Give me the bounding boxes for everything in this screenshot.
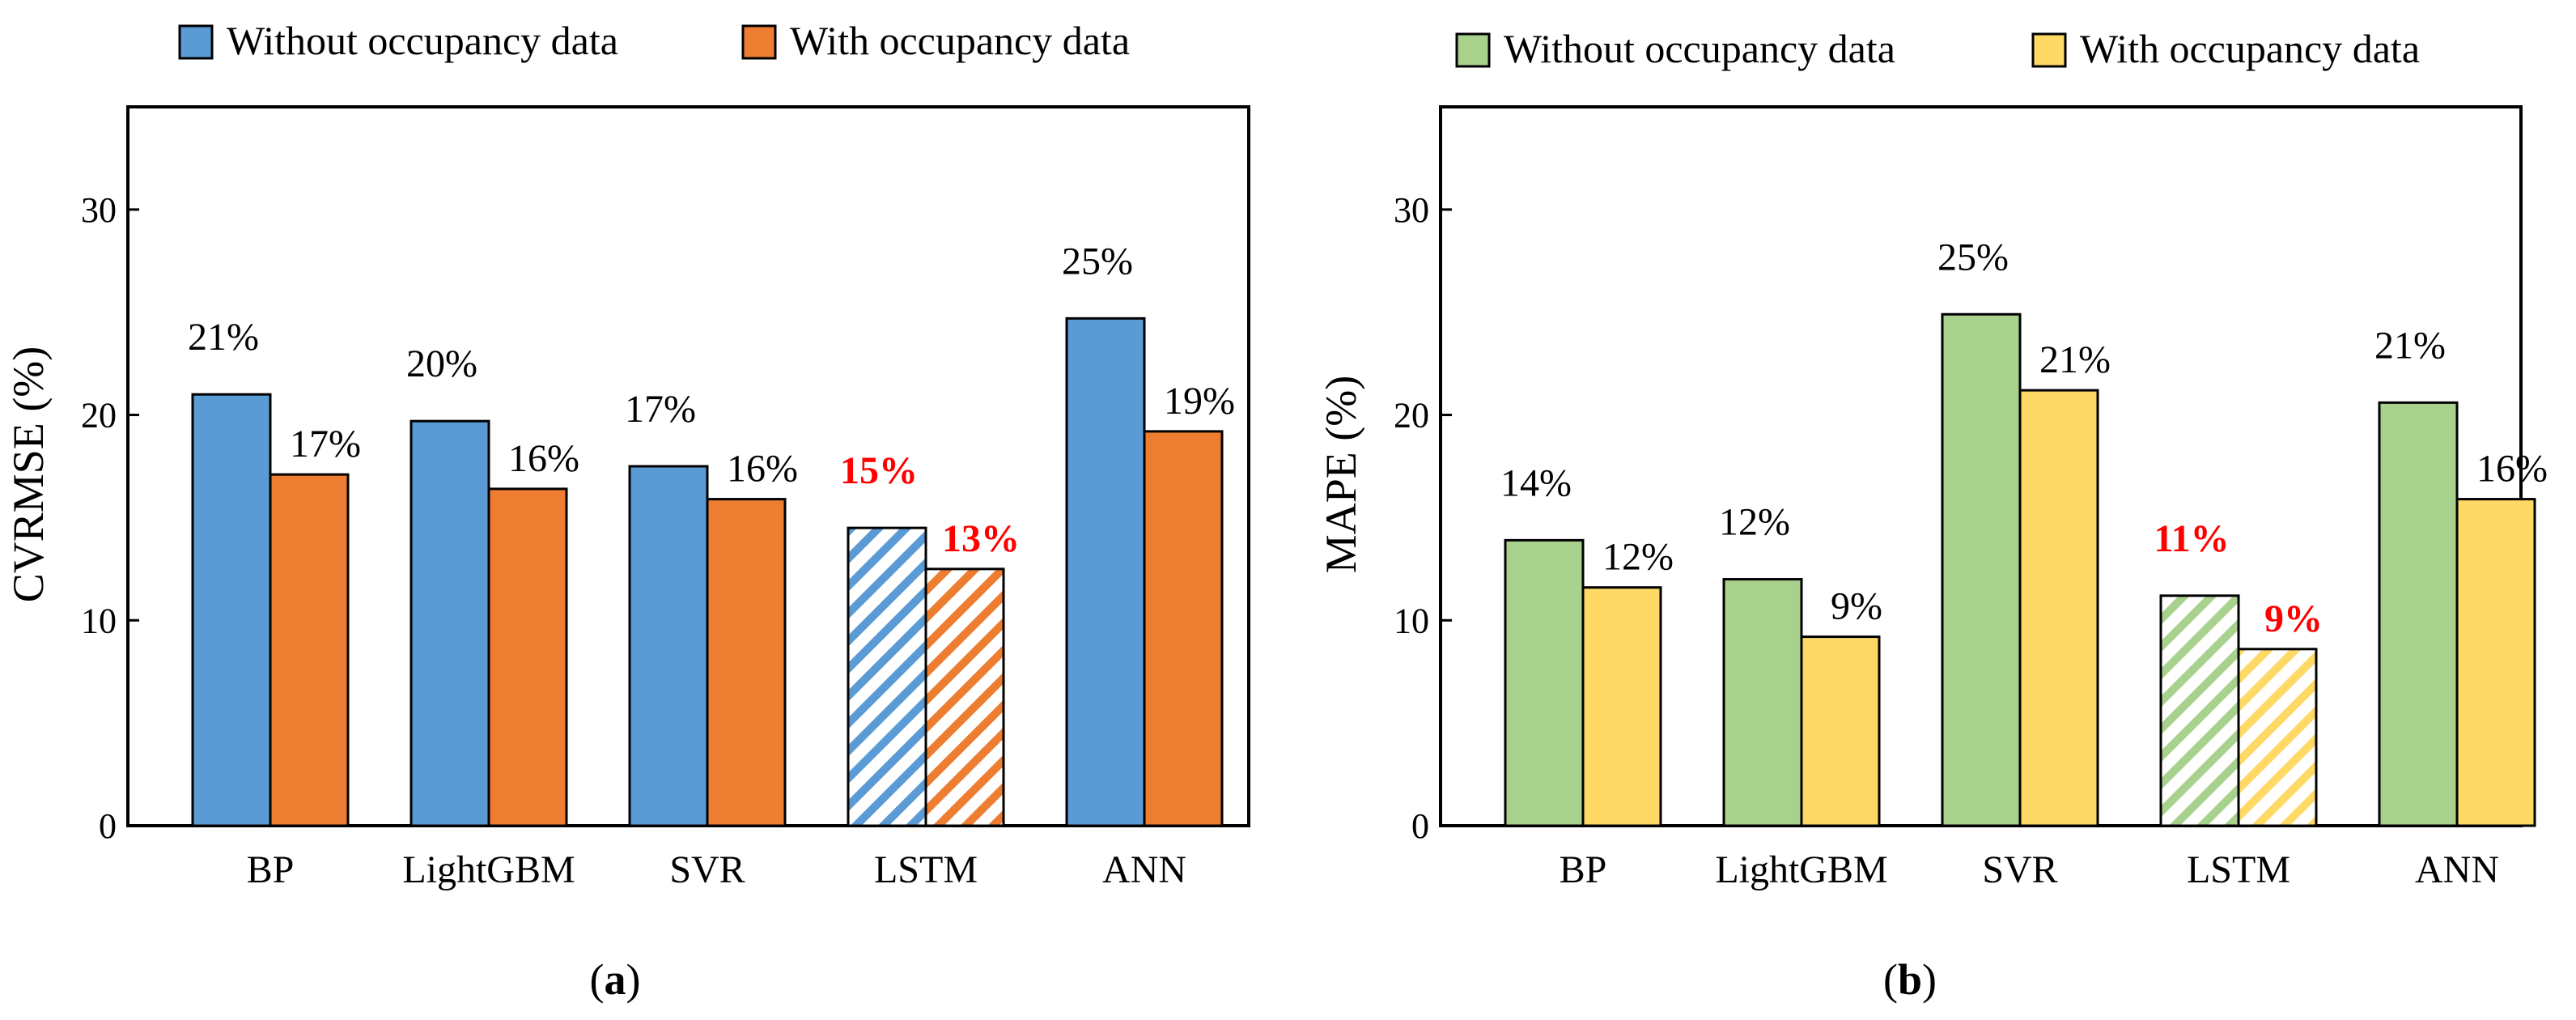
bar-ann-with	[2455, 498, 2536, 827]
y-tick-label: 10	[1394, 601, 1429, 640]
bar-bp-without	[191, 393, 272, 827]
bar-lstm-without	[2159, 594, 2240, 827]
x-tick-label: LSTM	[874, 848, 978, 891]
y-tick-label: 0	[99, 806, 117, 846]
bar-lightgbm-with	[1800, 635, 1881, 827]
data-label: 16%	[2476, 448, 2548, 491]
legend-label: Without occupancy data	[227, 18, 618, 63]
chart-panel-a: Without occupancy data With occupancy dat…	[4, 18, 1250, 1004]
y-axis-label: MAPE (%)	[1317, 376, 1365, 573]
y-tick-label: 20	[1394, 396, 1429, 436]
data-label: 17%	[290, 423, 361, 465]
data-label: 9%	[1831, 585, 1882, 628]
legend-swatch	[2031, 32, 2067, 68]
data-label: 25%	[1937, 236, 2009, 278]
bar-lightgbm-with	[487, 487, 568, 827]
panel-label: (b)	[1883, 955, 1937, 1004]
legend-label: With occupancy data	[790, 18, 1130, 63]
panel-label: (a)	[590, 955, 641, 1004]
chart-panel-b: Without occupancy data With occupancy dat…	[1317, 26, 2548, 1004]
y-tick-label: 30	[81, 190, 117, 230]
bar-bp-without	[1504, 538, 1585, 827]
legend-swatch	[178, 24, 214, 60]
data-label: 9%	[2264, 597, 2323, 640]
bar-svr-without	[628, 465, 709, 827]
x-tick-label: LightGBM	[402, 848, 575, 891]
data-label: 21%	[2374, 324, 2446, 367]
x-tick-label: LightGBM	[1715, 848, 1887, 891]
legend-label: With occupancy data	[2080, 26, 2420, 71]
legend-swatch	[1455, 32, 1491, 68]
x-tick-label: SVR	[1982, 848, 2057, 891]
bar-ann-with	[1143, 430, 1224, 827]
bar-ann-without	[1065, 317, 1146, 827]
data-label: 25%	[1062, 240, 1133, 283]
x-tick-label: BP	[1560, 848, 1607, 891]
bar-lstm-with	[2237, 648, 2318, 827]
data-label: 21%	[2039, 338, 2111, 381]
y-tick-label: 0	[1411, 806, 1429, 846]
data-label: 12%	[1719, 501, 1790, 544]
x-tick-label: ANN	[2415, 848, 2499, 891]
data-label: 15%	[840, 449, 918, 492]
bar-svr-without	[1941, 312, 2022, 827]
data-label: 12%	[1602, 536, 1674, 579]
data-label: 17%	[625, 388, 696, 431]
data-label: 19%	[1164, 380, 1235, 423]
bar-svr-with	[2018, 389, 2099, 827]
bar-svr-with	[706, 498, 787, 827]
y-tick-label: 20	[81, 396, 117, 436]
y-tick-label: 30	[1394, 190, 1429, 230]
x-tick-label: ANN	[1102, 848, 1186, 891]
x-tick-label: LSTM	[2187, 848, 2290, 891]
data-label: 14%	[1500, 461, 1572, 504]
data-label: 13%	[942, 517, 1020, 560]
legend-label: Without occupancy data	[1504, 26, 1895, 71]
y-axis-label: CVRMSE (%)	[4, 346, 53, 603]
bar-lightgbm-without	[410, 419, 490, 827]
bar-ann-without	[2378, 401, 2459, 827]
data-label: 20%	[406, 342, 477, 385]
bar-lstm-with	[924, 567, 1005, 827]
data-label: 21%	[188, 316, 259, 359]
data-label: 16%	[508, 437, 579, 480]
bar-bp-with	[1581, 586, 1662, 827]
bar-lightgbm-without	[1722, 578, 1803, 827]
x-tick-label: SVR	[669, 848, 745, 891]
x-tick-label: BP	[247, 848, 295, 891]
data-label: 11%	[2154, 517, 2229, 560]
legend-swatch	[741, 24, 777, 60]
data-label: 16%	[727, 448, 798, 491]
bar-bp-with	[269, 473, 350, 827]
bar-lstm-without	[847, 526, 927, 827]
y-tick-label: 10	[81, 601, 117, 640]
